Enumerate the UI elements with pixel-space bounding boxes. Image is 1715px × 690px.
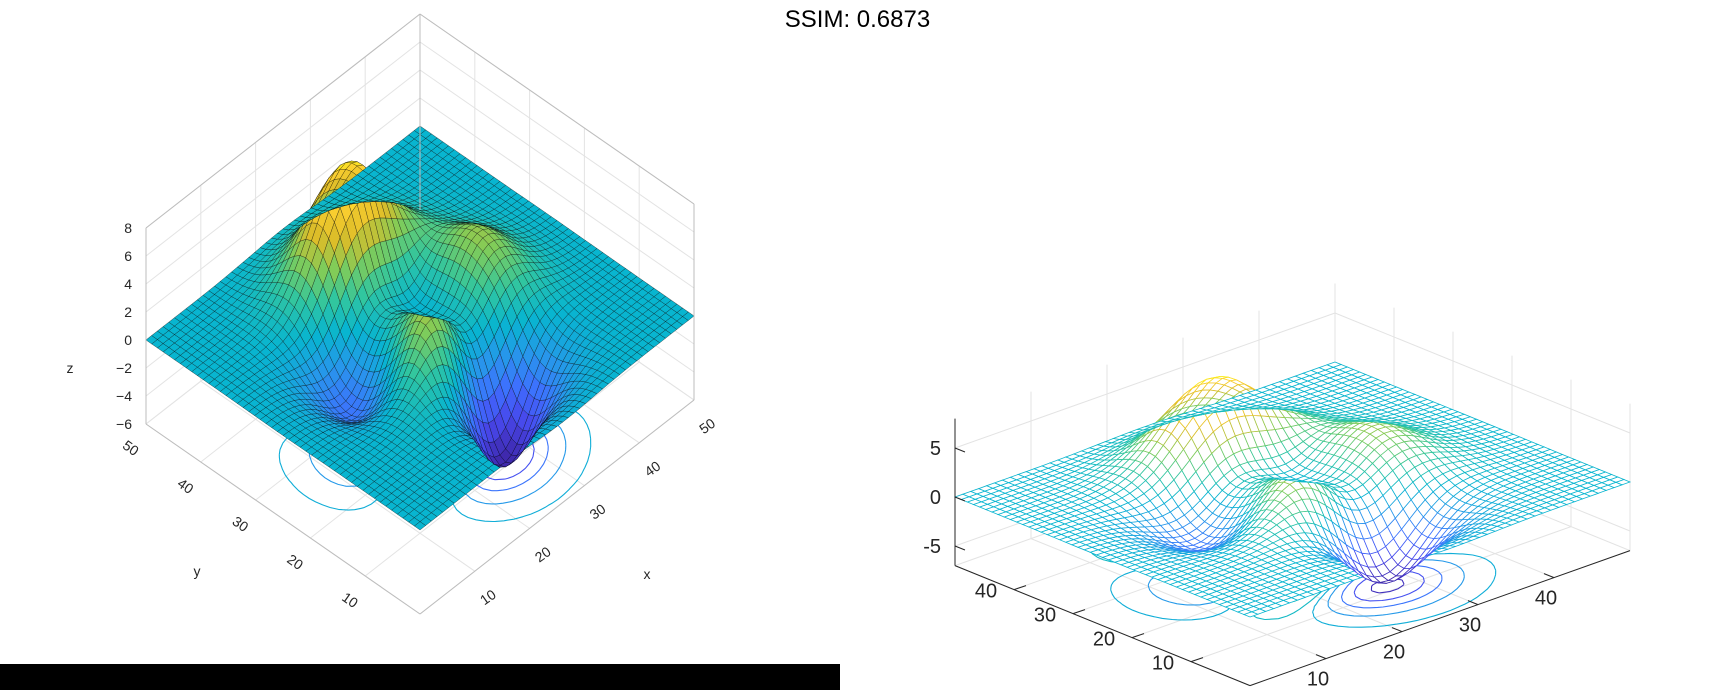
y-tick-mark xyxy=(1190,657,1204,663)
y-tick-label: 10 xyxy=(1152,653,1174,675)
y-tick-label: 40 xyxy=(175,475,197,497)
floor-gridline xyxy=(200,380,476,572)
y-tick-label: 20 xyxy=(284,551,306,573)
surface-plot-surface xyxy=(145,125,695,531)
z-tick-label: -5 xyxy=(923,536,941,558)
x-axis-label: x xyxy=(644,566,651,582)
z-tick-label: 5 xyxy=(930,438,941,460)
wall-gridline xyxy=(145,41,421,257)
x-tick-label: 30 xyxy=(1459,615,1481,637)
x-tick-mark xyxy=(1467,600,1479,606)
x-tick-label: 30 xyxy=(587,500,609,522)
z-tick-label: −6 xyxy=(116,416,132,432)
z-tick-label: −2 xyxy=(116,360,132,376)
z-tick-mark xyxy=(954,447,966,453)
wall-gridline xyxy=(419,41,695,233)
y-tick-label: 30 xyxy=(1034,605,1056,627)
y-tick-label: 10 xyxy=(339,589,361,611)
mesh-plot-mesh xyxy=(953,361,1632,618)
y-tick-mark xyxy=(1131,633,1145,639)
z-tick-mark xyxy=(954,545,966,551)
surface-plot: 10 20 30 40 50 10 20 30 40 50 −6 −4 −2 0 2 4 6 8 x y z xyxy=(67,13,718,615)
x-tick-label: 20 xyxy=(532,543,554,565)
y-axis-label: y xyxy=(194,563,201,579)
wall-gridline xyxy=(419,97,695,289)
x-tick-mark xyxy=(1315,654,1327,660)
y-tick-label: 50 xyxy=(120,437,142,459)
wall-gridline xyxy=(419,69,695,261)
y-tick-label: 20 xyxy=(1093,629,1115,651)
mesh-plot: 10 20 30 40 10 20 30 40 -5 0 5 xyxy=(923,283,1632,690)
z-tick-label: 0 xyxy=(930,487,941,509)
floor-gridline xyxy=(364,361,640,577)
y-tick-label: 30 xyxy=(229,513,251,535)
wall-gridline xyxy=(145,97,421,313)
z-tick-label: 6 xyxy=(124,248,132,264)
z-tick-label: 0 xyxy=(124,332,132,348)
x-tick-label: 50 xyxy=(696,415,718,437)
z-tick-label: 8 xyxy=(124,220,132,236)
z-tick-label: 2 xyxy=(124,304,132,320)
x-tick-label: 40 xyxy=(641,458,663,480)
figure-title: SSIM: 0.6873 xyxy=(784,6,931,33)
x-tick-mark xyxy=(1543,573,1555,579)
x-tick-label: 40 xyxy=(1535,588,1557,610)
x-tick-label: 20 xyxy=(1383,642,1405,664)
wall-gridline xyxy=(145,69,421,285)
x-tick-mark xyxy=(1391,627,1403,633)
y-tick-label: 40 xyxy=(975,581,997,603)
x-tick-label: 10 xyxy=(1307,669,1329,690)
y-tick-mark xyxy=(1072,609,1086,615)
y-tick-mark xyxy=(1013,585,1027,591)
x-tick-label: 10 xyxy=(477,586,499,608)
bottom-black-bar xyxy=(0,664,840,690)
z-axis-label: z xyxy=(67,360,74,376)
z-tick-label: −4 xyxy=(116,388,132,404)
z-tick-label: 4 xyxy=(124,276,132,292)
